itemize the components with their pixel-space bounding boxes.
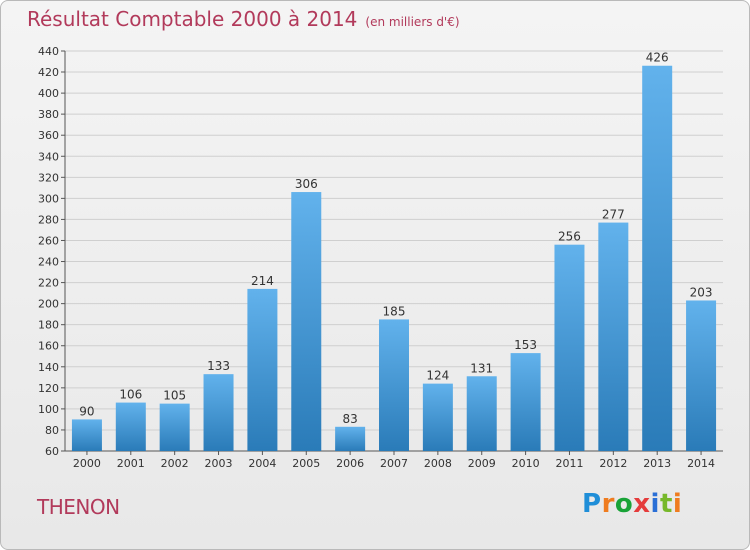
logo-letter: o [614, 489, 634, 519]
y-tick-label: 220 [38, 277, 59, 290]
bar [422, 383, 453, 451]
x-tick-label: 2009 [468, 457, 496, 470]
y-tick-label: 380 [38, 108, 59, 121]
y-tick-label: 180 [38, 319, 59, 332]
bar [247, 288, 278, 451]
x-tick-label: 2011 [555, 457, 583, 470]
y-tick-label: 420 [38, 66, 59, 79]
data-label: 256 [558, 230, 581, 244]
bars [71, 65, 717, 452]
axes: 60 80 100 120 140 160 180 200 220 240 260 280 300 320… [38, 45, 723, 470]
data-label: 131 [470, 361, 493, 375]
y-tick-label: 360 [38, 129, 59, 142]
x-tick-label: 2014 [687, 457, 715, 470]
y-tick-label: 200 [38, 298, 59, 311]
chart-subtitle: (en milliers d'€) [365, 15, 460, 29]
x-tick-label: 2003 [205, 457, 233, 470]
data-label: 306 [295, 177, 318, 191]
x-tick-label: 2012 [599, 457, 627, 470]
x-tick-label: 2006 [336, 457, 364, 470]
data-label: 214 [251, 274, 274, 288]
bar [115, 402, 146, 451]
logo-letter: P [582, 489, 602, 519]
data-labels: 90 106 105 133 214 306 83 185 124 131 153 256 277 426… [79, 51, 712, 426]
y-tick-label: 440 [38, 45, 59, 58]
bar [379, 319, 409, 451]
data-label: 90 [79, 404, 94, 418]
chart-title: Résultat Comptable 2000 à 2014 [27, 7, 358, 31]
bar [335, 426, 366, 451]
bar [203, 374, 234, 451]
y-tick-label: 60 [45, 445, 59, 458]
y-tick-label: 260 [38, 234, 59, 247]
logo-letter: r [601, 489, 615, 519]
x-tick-label: 2000 [73, 457, 101, 470]
data-label: 185 [383, 304, 406, 318]
y-tick-label: 400 [38, 87, 59, 100]
y-tick-label: 320 [38, 171, 59, 184]
bar [510, 353, 541, 451]
y-tick-label: 240 [38, 256, 59, 269]
y-tick-label: 280 [38, 213, 59, 226]
data-label: 277 [602, 208, 625, 222]
y-tick-label: 300 [38, 192, 59, 205]
proxiti-logo[interactable]: Proxiti [582, 489, 682, 519]
x-tick-label: 2004 [248, 457, 276, 470]
x-tick-label: 2005 [292, 457, 320, 470]
x-tick-label: 2007 [380, 457, 408, 470]
chart-title-block: Résultat Comptable 2000 à 2014 (en millie… [27, 7, 460, 31]
data-label: 124 [426, 369, 449, 383]
data-label: 153 [514, 338, 537, 352]
data-label: 106 [119, 388, 142, 402]
x-tick-label: 2002 [161, 457, 189, 470]
bar [159, 403, 190, 451]
y-tick-label: 120 [38, 382, 59, 395]
logo-letter: t [659, 489, 673, 519]
logo-letter: i [650, 489, 660, 519]
data-label: 83 [342, 412, 357, 426]
y-tick-label: 140 [38, 361, 59, 374]
x-tick-label: 2008 [424, 457, 452, 470]
data-label: 203 [690, 285, 713, 299]
data-label: 133 [207, 359, 230, 373]
x-tick-label: 2010 [512, 457, 540, 470]
x-tick-label: 2013 [643, 457, 671, 470]
bar [554, 244, 585, 451]
bar [642, 65, 673, 451]
y-tick-label: 80 [45, 424, 59, 437]
bar [466, 376, 497, 451]
bar [598, 222, 629, 451]
x-tick-label: 2001 [117, 457, 145, 470]
logo-letter: i [672, 489, 683, 519]
bar [71, 419, 102, 451]
bar [686, 300, 717, 451]
logo-letter: x [633, 489, 651, 519]
y-tick-label: 340 [38, 150, 59, 163]
y-tick-label: 160 [38, 340, 59, 353]
commune-name: THENON [37, 495, 120, 519]
y-tick-label: 100 [38, 403, 59, 416]
bar [291, 192, 322, 452]
data-label: 426 [646, 51, 669, 65]
data-label: 105 [163, 389, 186, 403]
